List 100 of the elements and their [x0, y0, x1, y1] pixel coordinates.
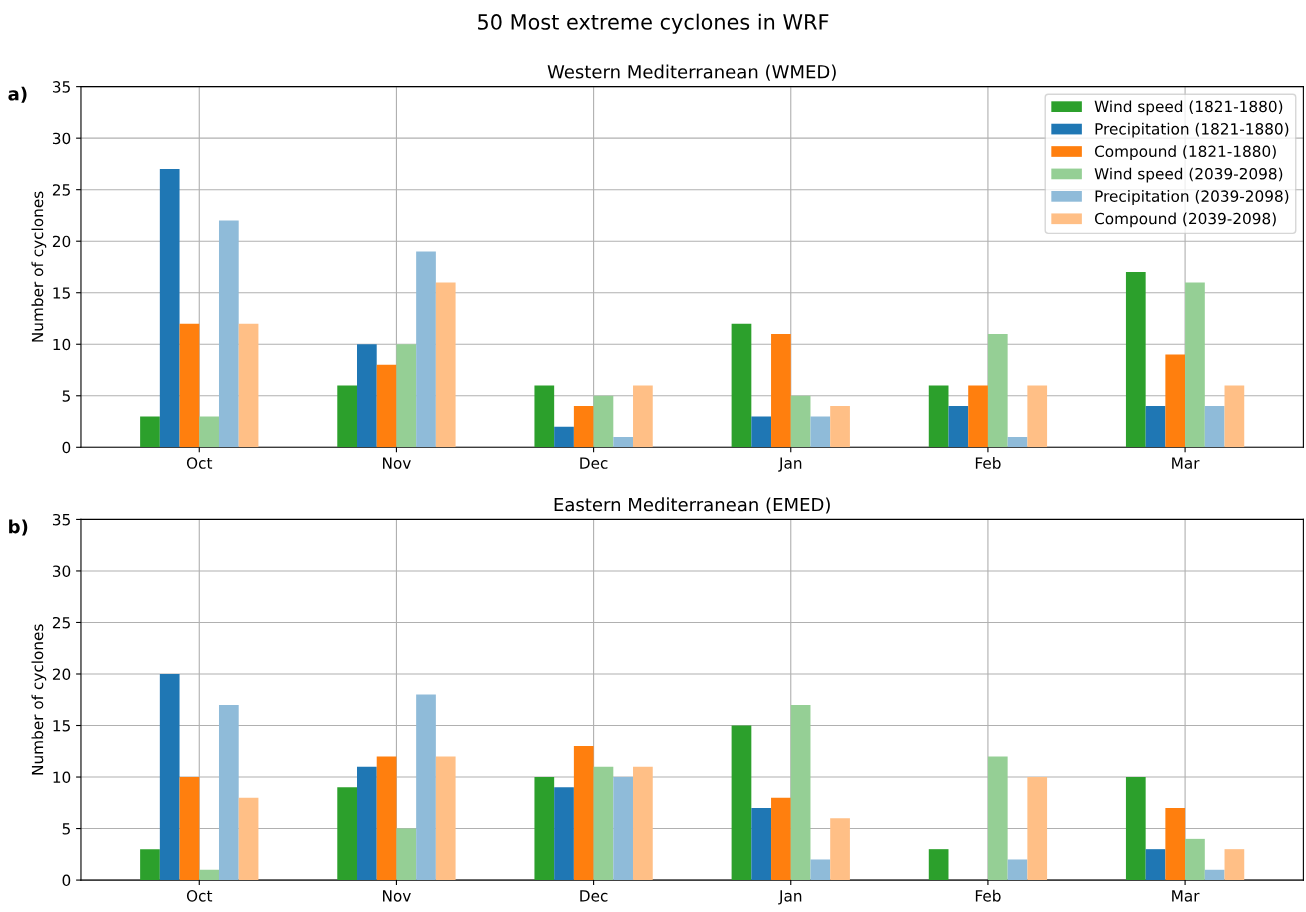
bar: [199, 416, 219, 448]
bar: [830, 818, 850, 881]
y-tick-label: 15: [53, 287, 70, 299]
x-tick-label: Jan: [778, 457, 802, 472]
y-tick-label: 5: [62, 390, 70, 402]
x-tick-label: Feb: [975, 889, 1001, 902]
bar: [435, 282, 456, 448]
chart-title: Eastern Mediterranean (EMED): [554, 497, 830, 514]
x-tick-label: Jan: [778, 890, 802, 905]
bar: [554, 426, 574, 448]
bar: [1007, 859, 1028, 881]
bar: [357, 344, 377, 448]
bar: [199, 869, 219, 881]
bar: [179, 777, 200, 881]
y-tick-label: 10: [53, 338, 71, 351]
bar: [1007, 436, 1028, 448]
text: b): [9, 519, 28, 536]
bar: [435, 756, 456, 881]
bar: [1224, 385, 1245, 448]
bar: [376, 756, 397, 881]
bar: [790, 395, 811, 448]
bar: [416, 694, 436, 881]
bar: [159, 169, 180, 448]
chart-title: Western Mediterranean (WMED): [547, 64, 836, 81]
bar: [159, 673, 180, 881]
bar: [396, 828, 417, 881]
bar: [613, 436, 634, 448]
y-tick-label: 35: [52, 81, 70, 93]
bar: [771, 333, 791, 448]
bar: [1125, 777, 1146, 881]
x-tick-label: Oct: [186, 457, 213, 469]
legend-label: Wind speed (1821-1880): [1094, 100, 1283, 116]
bar: [1125, 272, 1146, 448]
bar: [633, 766, 653, 881]
bar: [337, 385, 357, 448]
x-tick-label: Dec: [580, 457, 608, 469]
bar: [238, 323, 259, 448]
bar: [810, 416, 831, 448]
bar: [1145, 849, 1166, 881]
bar: [1224, 849, 1245, 881]
bar: [573, 746, 594, 881]
text: 50 Most extreme cyclones in WRF: [478, 13, 829, 34]
legend-label: Compound (2039-2098): [1094, 212, 1276, 228]
bar: [1165, 807, 1186, 881]
bar: [179, 323, 200, 448]
y-tick-label: 25: [52, 616, 70, 629]
bar: [376, 364, 397, 448]
bar: [140, 849, 160, 881]
bar: [1204, 406, 1225, 448]
bar: [987, 756, 1008, 881]
x-tick-label: Nov: [383, 457, 411, 469]
y-tick-label: 0: [62, 441, 71, 454]
legend-label: Wind speed (2039-2098): [1094, 167, 1283, 183]
bar: [218, 704, 239, 881]
bar: [987, 333, 1008, 448]
y-tick-label: 20: [52, 235, 71, 248]
y-tick-label: 15: [53, 720, 70, 732]
bar: [396, 344, 417, 448]
bar: [1145, 406, 1166, 448]
y-tick-label: 30: [52, 565, 71, 577]
bar: [554, 787, 574, 881]
bar: [357, 766, 377, 881]
bar: [1027, 385, 1048, 448]
bar: [238, 797, 259, 881]
bar: [948, 406, 969, 448]
bar: [790, 704, 811, 881]
y-axis-title: Number of cyclones: [31, 624, 47, 775]
bar: [810, 859, 831, 881]
legend-label: Compound (1821-1880): [1094, 145, 1276, 161]
y-tick-label: 20: [52, 668, 71, 681]
bar: [731, 323, 752, 448]
x-tick-label: Dec: [580, 890, 608, 902]
bar: [218, 220, 239, 448]
bar: [830, 406, 850, 448]
bar: [593, 395, 614, 448]
y-tick-label: 0: [62, 874, 71, 887]
y-tick-label: 35: [52, 513, 70, 526]
y-tick-label: 5: [62, 823, 70, 835]
y-tick-label: 25: [52, 184, 70, 196]
y-axis-title: Number of cyclones: [31, 191, 47, 342]
bar: [771, 797, 791, 881]
bar: [928, 385, 949, 448]
bar: [633, 385, 653, 448]
bar: [751, 416, 772, 448]
bar: [968, 385, 988, 448]
y-tick-label: 30: [52, 132, 71, 145]
text: a): [8, 86, 27, 103]
bar: [1165, 354, 1186, 448]
x-tick-label: Mar: [1172, 457, 1200, 469]
x-tick-label: Oct: [186, 890, 213, 902]
bar: [1204, 869, 1225, 881]
legend-label: Precipitation (1821-1880): [1095, 122, 1289, 138]
bar: [751, 807, 772, 881]
bar: [534, 385, 555, 448]
x-tick-label: Nov: [383, 890, 411, 902]
bar: [731, 725, 752, 881]
bar: [1027, 777, 1048, 881]
bar: [1185, 838, 1205, 881]
x-tick-label: Feb: [975, 457, 1001, 469]
bar: [593, 766, 614, 881]
